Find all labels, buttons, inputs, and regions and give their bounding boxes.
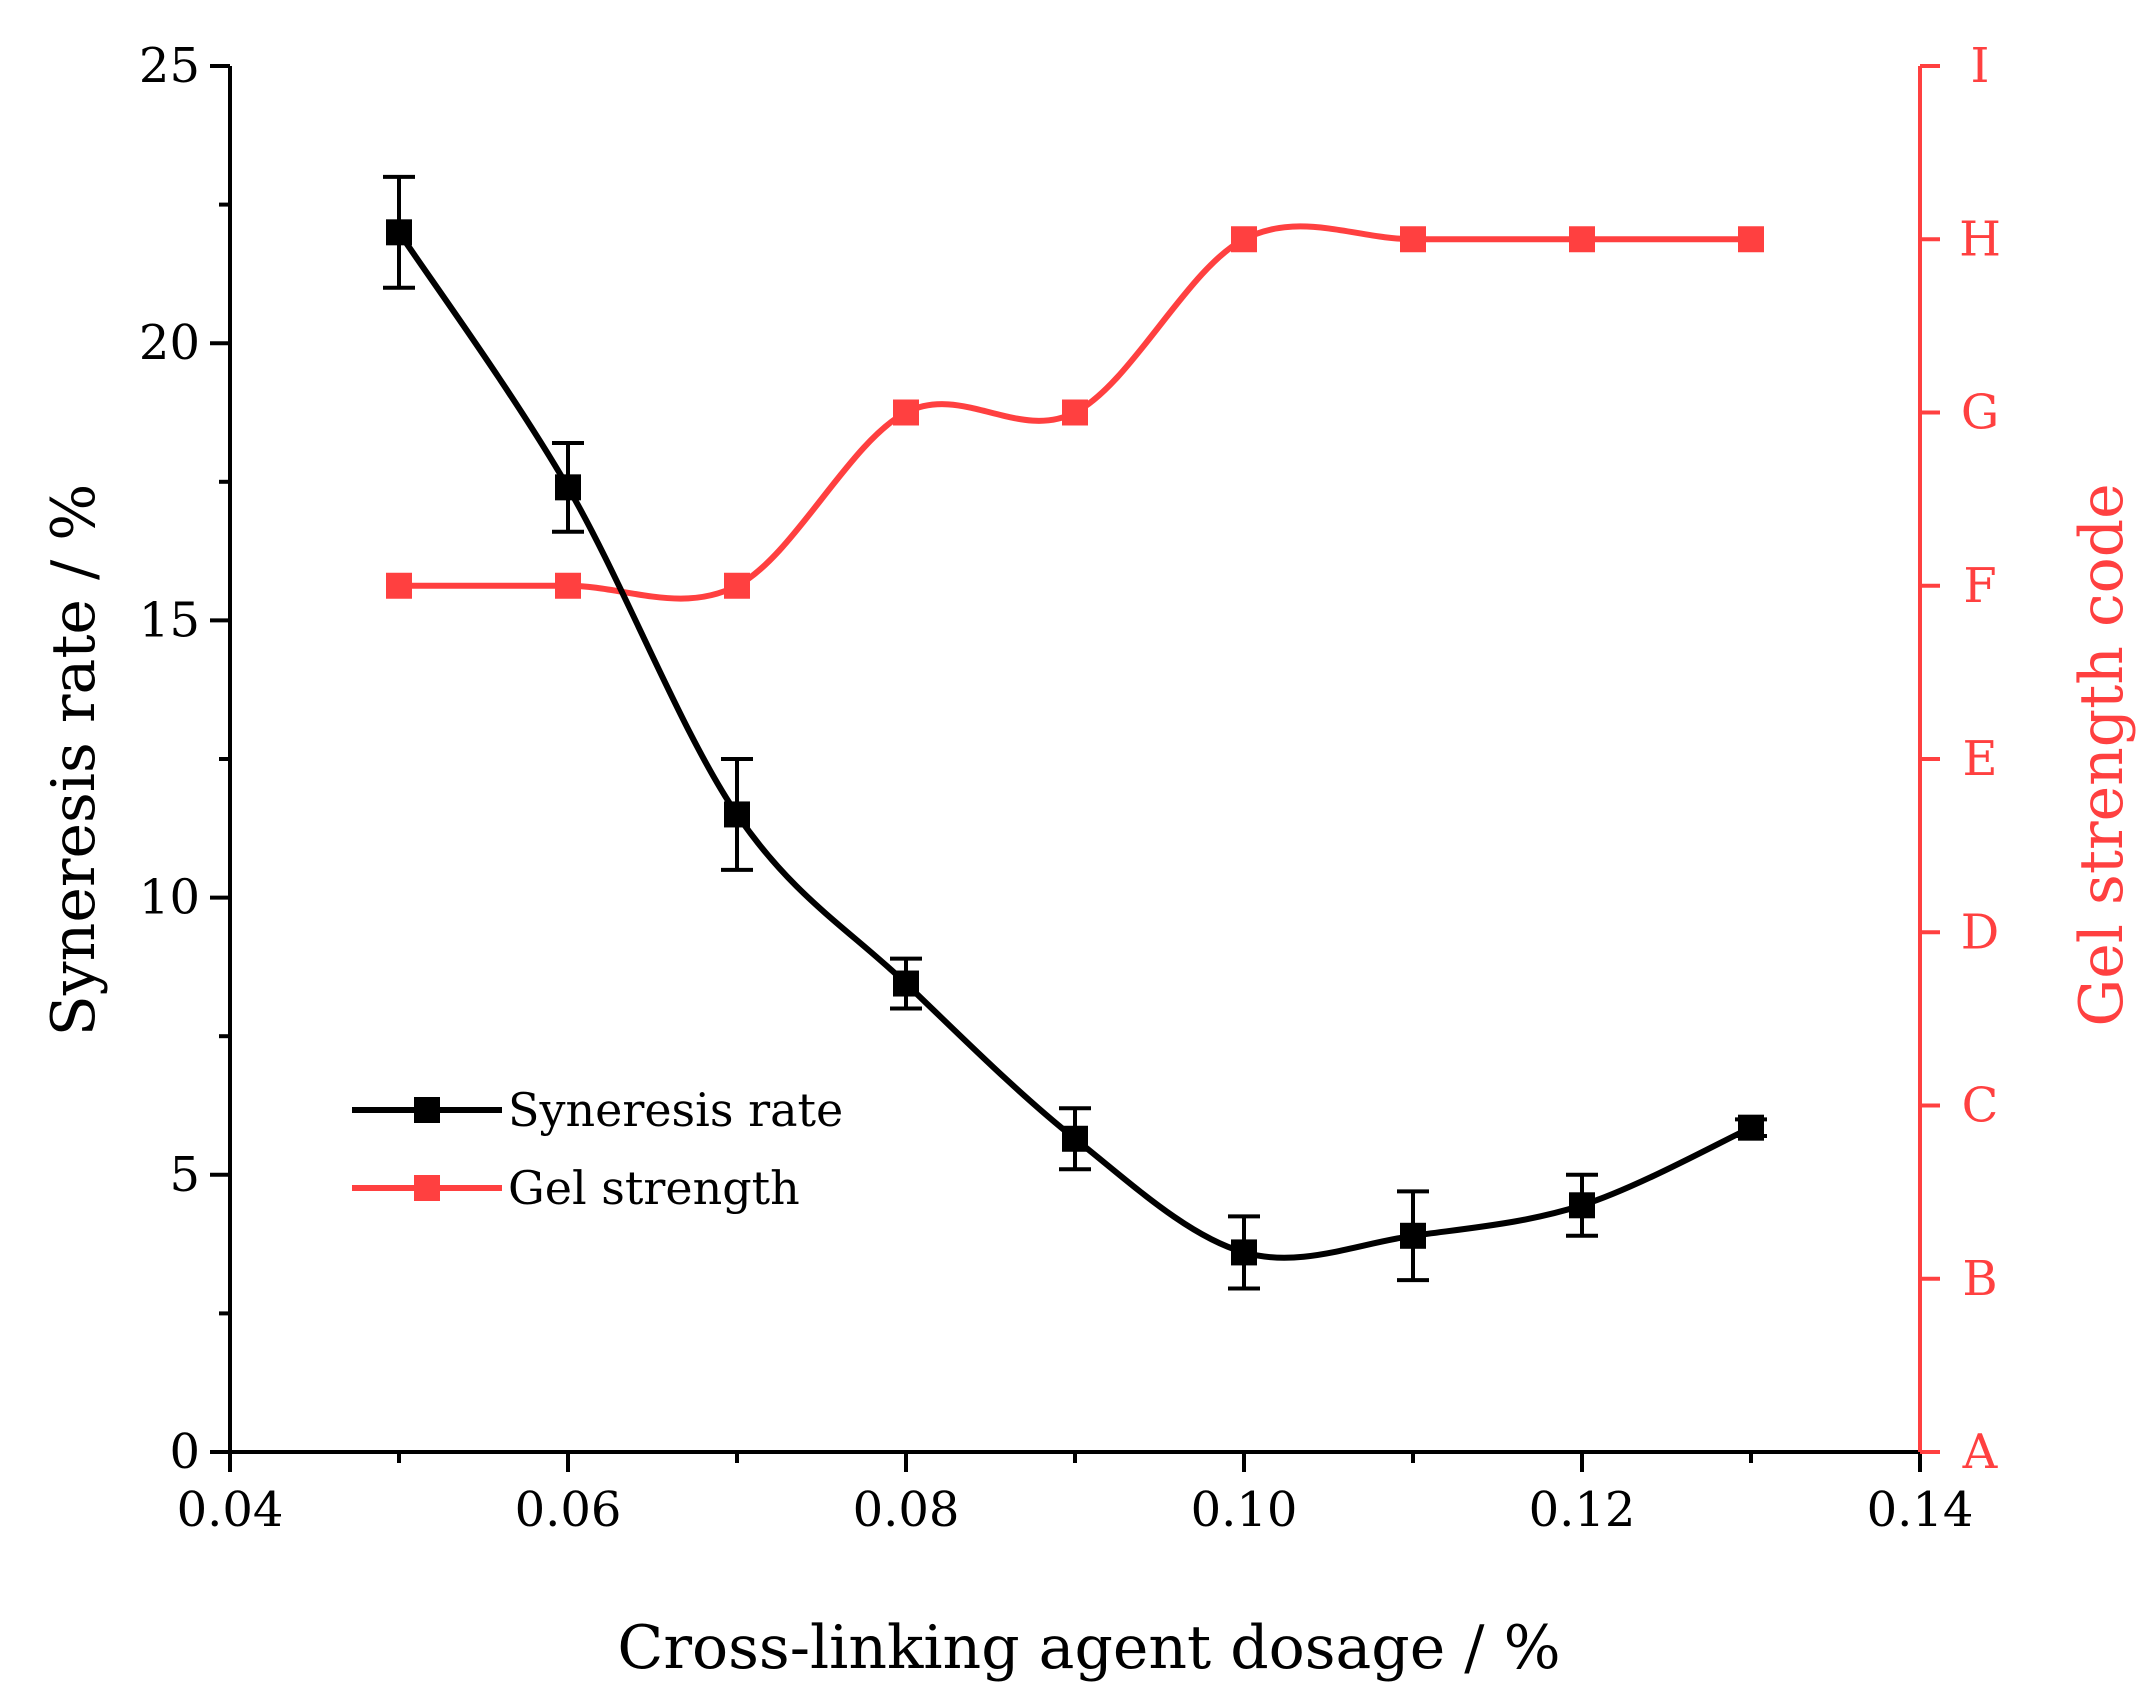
gel-strength-point: [893, 399, 919, 426]
left-y-tick-label: 10: [139, 870, 200, 926]
right-y-tick-label: H: [1959, 211, 2001, 267]
right-y-axis-title: Gel strength code: [2067, 483, 2137, 1026]
left-y-axis-title: Syneresis rate / %: [39, 484, 109, 1037]
x-tick-label: 0.08: [853, 1482, 960, 1538]
syneresis-point: [555, 474, 581, 501]
syneresis-point: [1231, 1239, 1257, 1266]
x-tick-label: 0.10: [1191, 1482, 1298, 1538]
gel-strength-point: [1062, 399, 1088, 426]
gel-strength-point: [1231, 226, 1257, 253]
x-tick-label: 0.14: [1867, 1482, 1974, 1538]
gel-strength-point: [555, 572, 581, 599]
x-axis-title: Cross-linking agent dosage / %: [617, 1613, 1560, 1683]
right-y-tick-label: D: [1961, 904, 1999, 960]
right-y-tick-label: G: [1961, 385, 1999, 441]
right-y-tick-label: B: [1962, 1251, 1997, 1307]
legend-gel-label: Gel strength: [508, 1161, 800, 1215]
legend-gel-marker: [414, 1175, 440, 1201]
syneresis-point: [1400, 1222, 1426, 1249]
syneresis-point: [386, 219, 412, 246]
syneresis-point: [724, 801, 750, 828]
legend-syneresis-marker: [414, 1097, 440, 1123]
gel-strength-point: [1569, 226, 1595, 253]
right-y-tick-label: I: [1971, 38, 1990, 94]
syneresis-point: [1569, 1192, 1595, 1219]
axes-layer: 0.04 0.06 0.08 0.10 0.12 0.14 0 5 10 15 20 25 A B C D E F…: [139, 38, 2001, 1538]
x-tick-label: 0.06: [515, 1482, 622, 1538]
gel-strength-point: [1400, 226, 1426, 253]
right-y-tick-label: C: [1962, 1078, 1999, 1134]
left-y-tick-label: 25: [139, 38, 200, 94]
gel-strength-point: [386, 572, 412, 599]
legend-syneresis-label: Syneresis rate: [508, 1083, 843, 1137]
left-y-tick-label: 15: [139, 592, 200, 648]
right-y-tick-label: F: [1963, 558, 1996, 614]
syneresis-point: [1062, 1125, 1088, 1152]
legend: Syneresis rate Gel strength: [352, 1083, 843, 1215]
x-tick-label: 0.12: [1529, 1482, 1636, 1538]
x-tick-label: 0.04: [177, 1482, 284, 1538]
gel-strength-point: [724, 572, 750, 599]
left-y-tick-label: 5: [169, 1147, 200, 1203]
right-y-tick-label: A: [1962, 1424, 1999, 1480]
left-y-tick-label: 0: [169, 1424, 200, 1480]
right-y-tick-label: E: [1962, 731, 1997, 787]
gel-strength-layer: [386, 223, 1764, 602]
gel-strength-point: [1738, 226, 1764, 253]
syneresis-point: [1738, 1114, 1764, 1141]
syneresis-point: [893, 970, 919, 997]
syneresis-layer: [383, 174, 1767, 1291]
syneresis-line: [396, 230, 1753, 1261]
left-y-tick-label: 20: [139, 315, 200, 371]
